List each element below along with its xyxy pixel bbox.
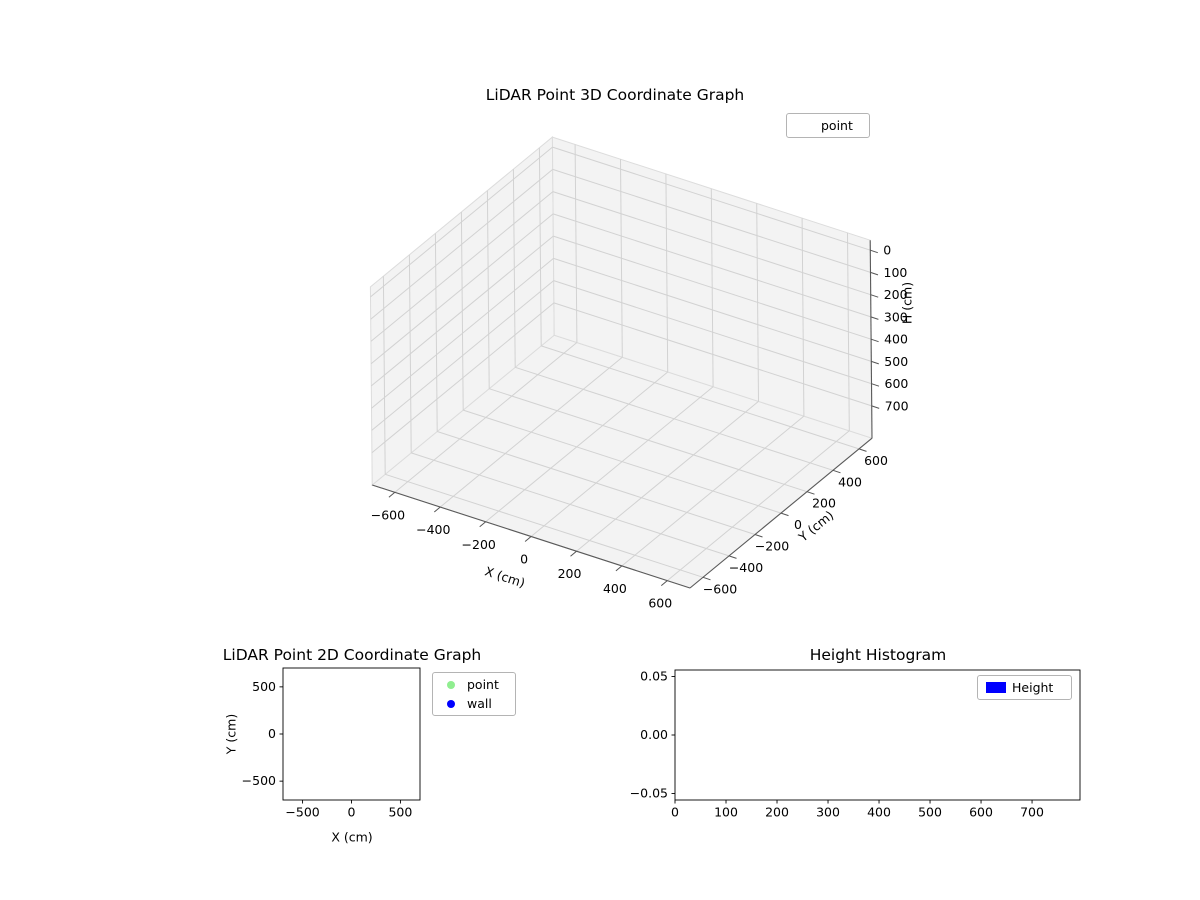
legend-entry: point — [795, 118, 861, 133]
tick-label: 500 — [388, 805, 412, 820]
tick-label: 700 — [885, 398, 909, 413]
tick-label: 400 — [867, 805, 891, 820]
tick-label: 0 — [348, 805, 356, 820]
tick-label: 500 — [918, 805, 942, 820]
chart-3d-legend: point — [786, 113, 870, 138]
z-axis-label-3d: H (cm) — [899, 281, 915, 325]
tick-label: 200 — [558, 566, 582, 581]
legend-rect-marker — [986, 682, 1006, 693]
axes-2d-frame — [282, 667, 421, 801]
legend-entry: Height — [986, 680, 1063, 695]
tick-label: 600 — [885, 376, 909, 391]
tick-label: −400 — [416, 522, 450, 537]
y-axis-label-2d: Y (cm) — [223, 713, 239, 755]
x-axis-label-2d: X (cm) — [331, 829, 373, 845]
tick-label: −500 — [242, 773, 276, 788]
legend-dot-marker — [447, 699, 455, 708]
tick-label: 200 — [812, 496, 836, 511]
tick-label: 100 — [714, 805, 738, 820]
tick-label: 300 — [816, 805, 840, 820]
legend-label: point — [467, 677, 499, 692]
tick-label: 300 — [884, 309, 908, 324]
tick-label: 400 — [884, 332, 908, 347]
tick-label: 600 — [969, 805, 993, 820]
chart-3d-title: LiDAR Point 3D Coordinate Graph — [485, 86, 745, 104]
tick-label: 500 — [884, 354, 908, 369]
tick-label: 200 — [884, 287, 908, 302]
chart-histogram-legend: Height — [977, 675, 1072, 700]
tick-label: 0 — [671, 805, 679, 820]
tick-label: −0.05 — [630, 786, 668, 801]
tick-label: 0.05 — [640, 668, 668, 683]
tick-label: 0 — [520, 552, 528, 567]
tick-label: 400 — [603, 581, 627, 596]
legend-dot-marker — [447, 680, 455, 689]
legend-blank-handle — [795, 121, 815, 131]
tick-label: −200 — [462, 537, 496, 552]
tick-label: 600 — [864, 453, 888, 468]
legend-label: wall — [467, 696, 492, 711]
legend-entry: wall — [441, 696, 507, 711]
tick-label: 0 — [268, 726, 276, 741]
legend-entry: point — [441, 677, 507, 692]
tick-label: 0 — [883, 243, 891, 258]
tick-label: −500 — [285, 805, 319, 820]
tick-label: −600 — [703, 581, 737, 596]
tick-label: 0.00 — [640, 727, 668, 742]
tick-label: −400 — [729, 560, 763, 575]
tick-label: 400 — [838, 474, 862, 489]
legend-label: point — [821, 118, 853, 133]
legend-label: Height — [1012, 680, 1054, 695]
tick-label: 100 — [884, 265, 908, 280]
tick-label: 0 — [794, 517, 802, 532]
tick-label: −200 — [755, 539, 789, 554]
tick-label: 500 — [252, 679, 276, 694]
tick-label: 600 — [648, 596, 672, 611]
tick-label: 700 — [1020, 805, 1044, 820]
tick-label: 200 — [765, 805, 789, 820]
chart-2d-title: LiDAR Point 2D Coordinate Graph — [222, 646, 482, 664]
axes-3d: −600−400−2000200400600−600−400−200020040… — [369, 136, 909, 611]
chart-histogram-title: Height Histogram — [809, 646, 947, 664]
chart-2d-legend: point wall — [432, 672, 516, 716]
axes-2d: −500 0 500 −500 0 500 — [242, 667, 421, 820]
tick-label: −600 — [371, 507, 405, 522]
